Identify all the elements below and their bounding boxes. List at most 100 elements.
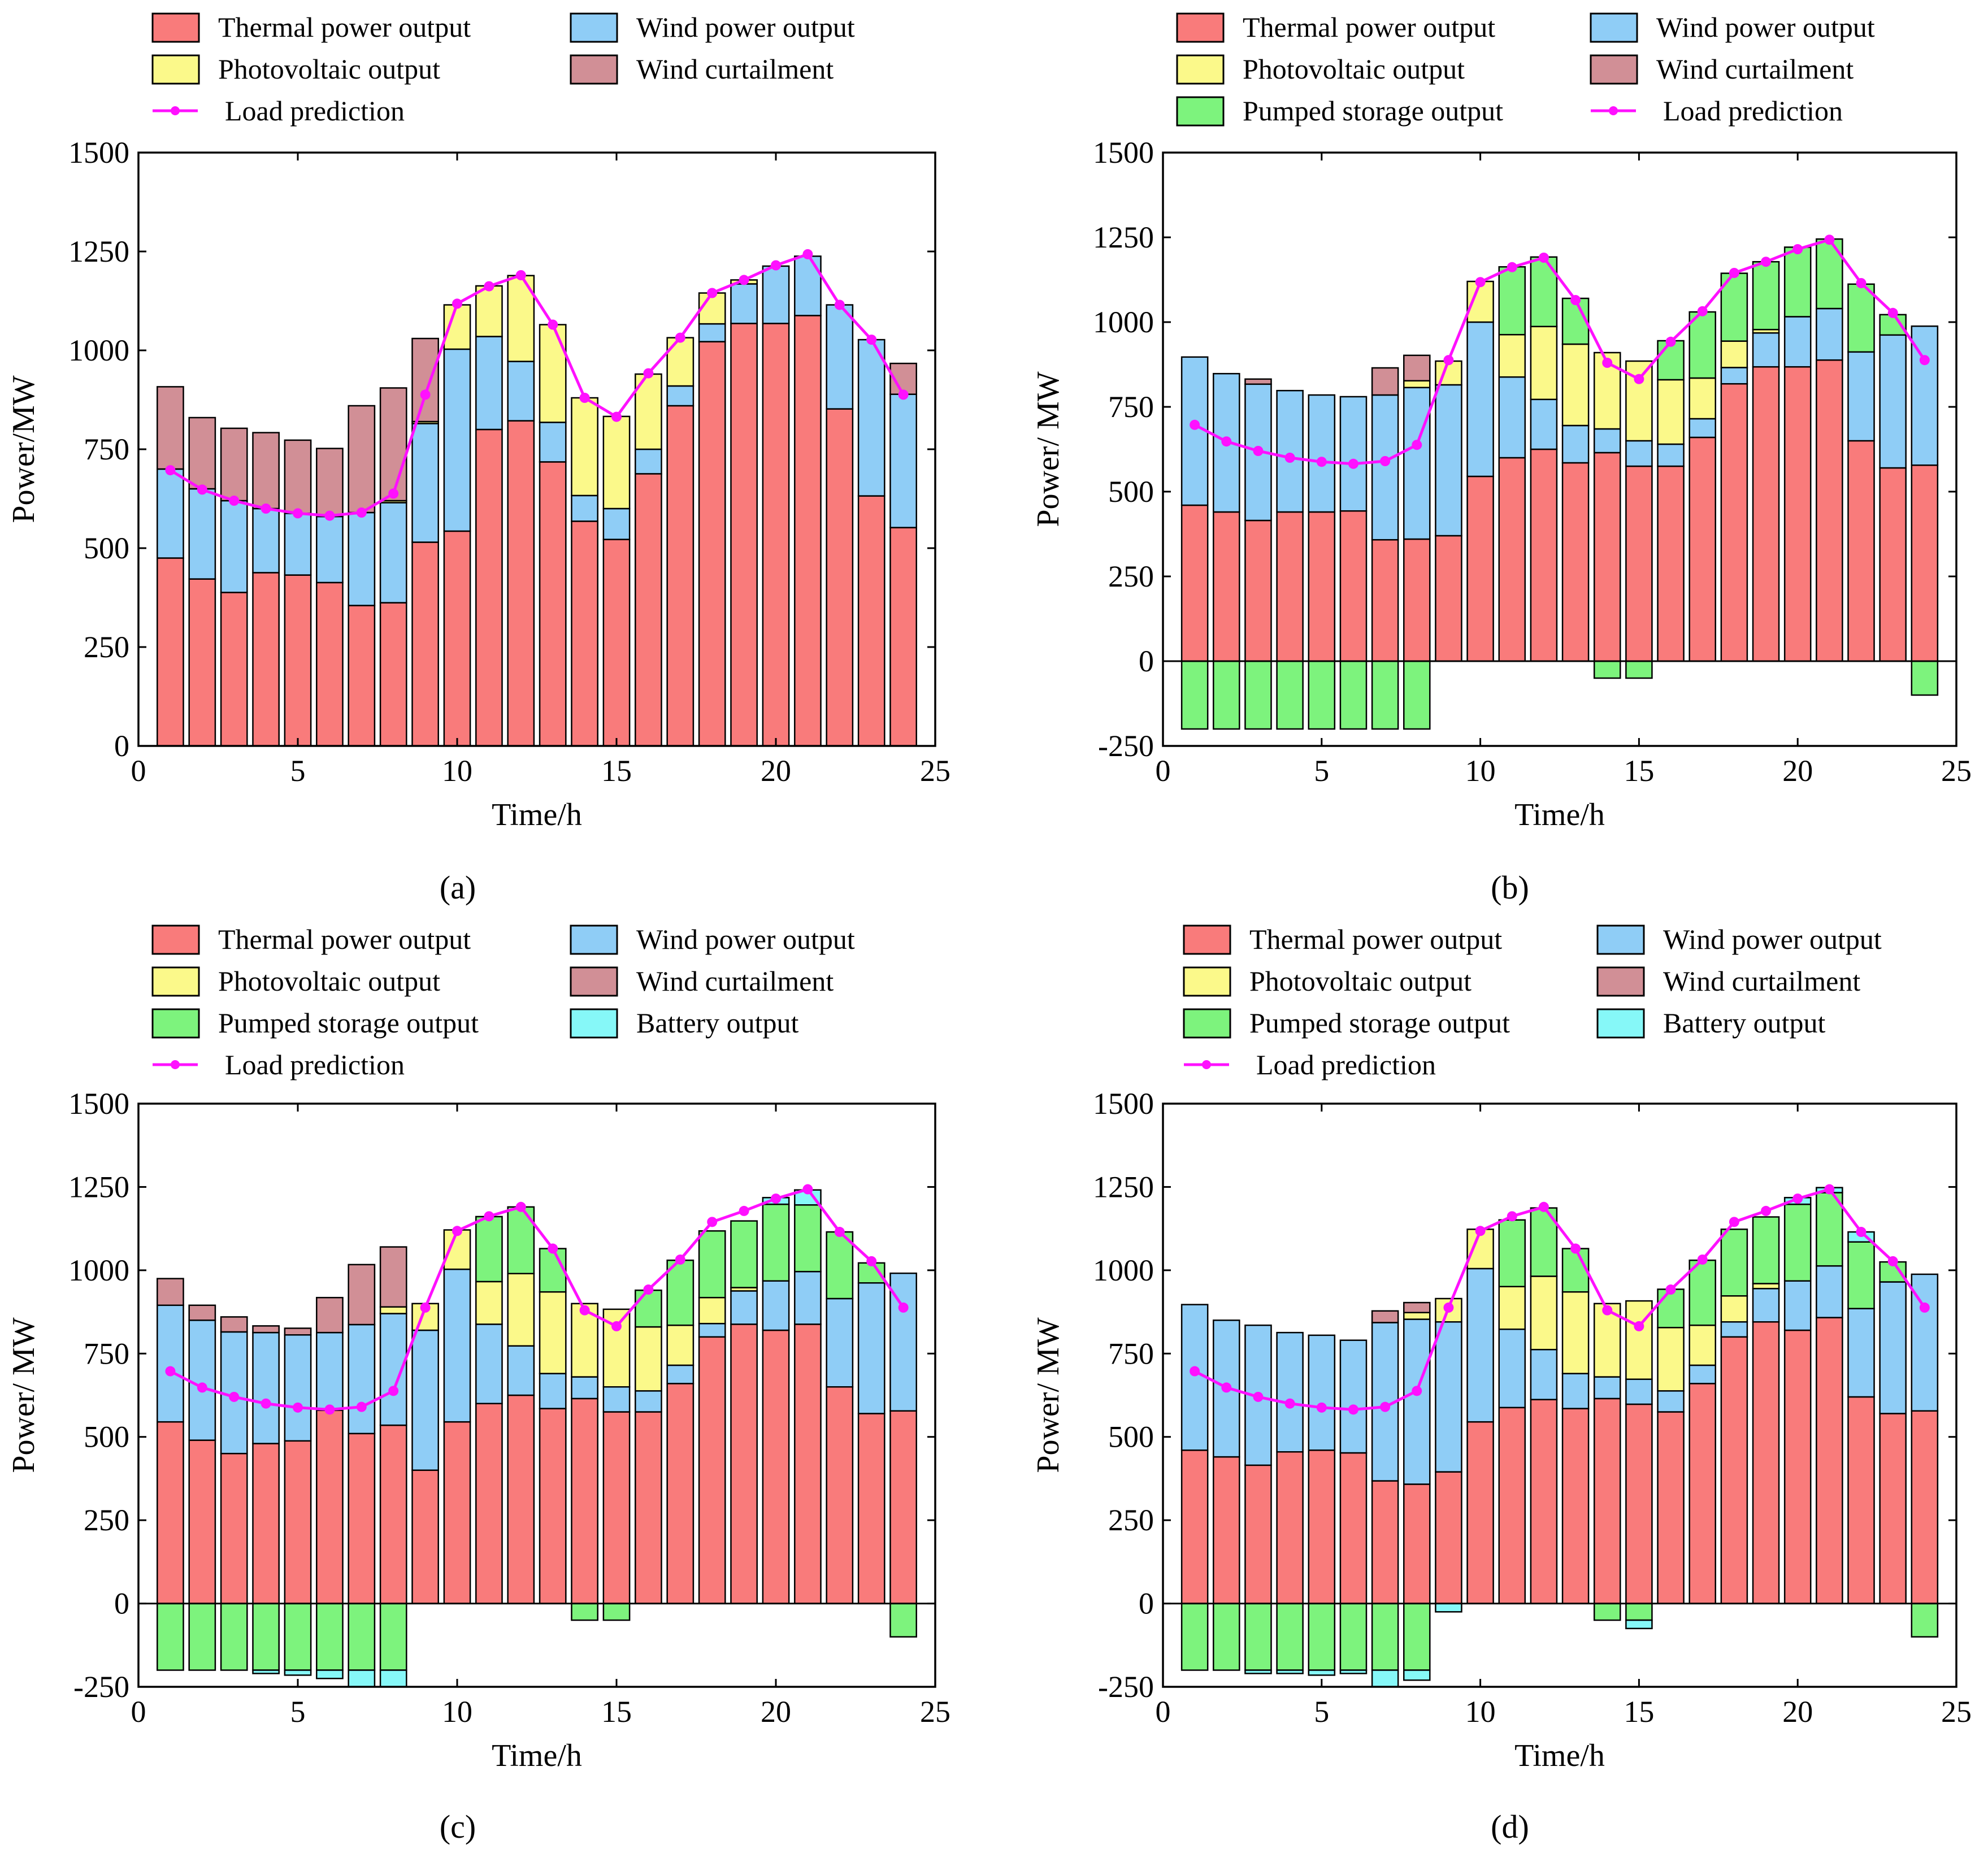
- load-point-h21: [802, 249, 813, 259]
- bar-thermal-h6: [316, 1409, 344, 1604]
- bar-wind-h15: [602, 1386, 631, 1413]
- y-tick-label: 500: [1108, 1420, 1154, 1454]
- load-point-h19: [1761, 257, 1772, 267]
- bar-wind-h24: [1911, 325, 1939, 466]
- bar-pumped-h16: [635, 1289, 662, 1328]
- bar-pumped-h20: [1783, 1203, 1812, 1282]
- load-point-h14: [579, 1305, 590, 1316]
- load-point-h1: [1190, 419, 1200, 430]
- bar-pumped-h11: [1498, 266, 1526, 336]
- bar-thermal-h23: [857, 495, 886, 747]
- bar-pumped-h5: [284, 1603, 312, 1671]
- bar-wind-h6: [316, 515, 344, 584]
- bar-wind-h14: [571, 1376, 598, 1400]
- x-axis-label: Time/h: [492, 1738, 582, 1773]
- bar-thermal-h9: [411, 1469, 439, 1604]
- bar-battery-h9: [1435, 1603, 1462, 1613]
- bar-battery-h3: [1244, 1669, 1272, 1674]
- legend-item-pumped: Pumped storage output: [1183, 1007, 1510, 1039]
- load-point-h7: [1380, 1401, 1391, 1412]
- load-point-h5: [293, 1402, 303, 1413]
- bar-wind-h11: [1498, 376, 1526, 459]
- legend-item-curtail: Wind curtailment: [570, 965, 834, 997]
- y-tick-label: 500: [1108, 475, 1154, 509]
- bar-wind-h12: [1530, 1348, 1558, 1400]
- bar-wind-h22: [1847, 1308, 1875, 1398]
- x-tick-label: 25: [1941, 1695, 1972, 1729]
- load-point-h20: [771, 1193, 781, 1204]
- bar-wind-h16: [635, 1390, 662, 1413]
- load-point-h16: [1665, 336, 1676, 347]
- load-point-h1: [1190, 1366, 1200, 1377]
- plot-c: 0 5 10 15 20 25-2500250500750100012501500Time…: [6, 1087, 950, 1773]
- plot-a: 0 5 10 15 20 250250500750100012501500Time/hPo…: [6, 136, 950, 832]
- bar-wind-h22: [826, 1297, 854, 1388]
- legend-item-wind: Wind power output: [1590, 11, 1875, 43]
- legend-item-wind: Wind power output: [570, 923, 855, 955]
- bar-wind-h20: [762, 265, 790, 324]
- bar-wind-h13: [539, 1373, 567, 1409]
- legend-swatch-thermal: [1176, 12, 1225, 43]
- x-tick-label: 0: [131, 1695, 146, 1729]
- bar-pumped-h7: [1371, 1603, 1399, 1671]
- bar-wind-h16: [1657, 1390, 1685, 1413]
- x-tick-label: 5: [1314, 1695, 1329, 1729]
- bar-wind-h23: [1879, 1281, 1907, 1414]
- bar-pv-h11: [1498, 333, 1526, 378]
- bar-pumped-h19: [1752, 261, 1780, 331]
- bar-thermal-h22: [826, 408, 854, 747]
- load-point-h17: [675, 1254, 685, 1265]
- bar-wind-h13: [539, 422, 567, 463]
- load-point-h5: [293, 508, 303, 519]
- bar-wind-h22: [826, 304, 854, 410]
- bar-pumped-h7: [348, 1603, 376, 1671]
- bar-thermal-h13: [1561, 1408, 1590, 1604]
- legend-item-thermal: Thermal power output: [1183, 923, 1502, 955]
- load-prediction-line: [170, 252, 905, 518]
- x-tick-label: 10: [1465, 754, 1496, 788]
- load-point-h4: [1284, 1398, 1295, 1409]
- load-point-h2: [1221, 1382, 1232, 1393]
- x-tick-label: 20: [1782, 754, 1813, 788]
- x-tick-label: 10: [1465, 1695, 1496, 1729]
- load-point-h23: [866, 335, 877, 345]
- bar-curtail-h9: [411, 337, 439, 423]
- bar-pumped-h15: [602, 1603, 631, 1621]
- bar-pumped-h11: [1498, 1219, 1526, 1288]
- bar-wind-h14: [571, 494, 598, 522]
- legend-d: Thermal power output Wind power output Pho…: [1183, 923, 1882, 1080]
- bar-wind-h12: [507, 361, 535, 422]
- load-point-h24: [898, 1302, 909, 1313]
- bar-battery-h5: [1308, 1669, 1336, 1676]
- bar-pumped-h16: [1657, 1288, 1685, 1329]
- x-axis-label: Time/h: [1514, 1738, 1605, 1773]
- bar-pumped-h13: [539, 1248, 567, 1293]
- bar-wind-h7: [348, 1323, 376, 1435]
- bar-pv-h17: [666, 337, 695, 387]
- legend-swatch-pv: [151, 54, 200, 85]
- bar-thermal-h22: [1847, 440, 1875, 662]
- bar-curtail-h2: [188, 416, 216, 490]
- bar-thermal-h18: [698, 341, 726, 747]
- load-point-h9: [420, 1302, 431, 1313]
- load-point-h24: [1919, 355, 1930, 366]
- legend-label-pv: Photovoltaic output: [1249, 965, 1472, 997]
- legend-label-load: Load prediction: [1256, 1049, 1436, 1080]
- legend-item-pv: Photovoltaic output: [151, 53, 440, 85]
- legend-swatch-pv: [151, 966, 200, 997]
- bar-thermal-h3: [1244, 1464, 1272, 1604]
- bar-wind-h11: [475, 336, 503, 431]
- load-point-h16: [643, 368, 654, 379]
- y-tick-label: 0: [1139, 644, 1154, 678]
- load-point-h14: [579, 393, 590, 403]
- bar-pumped-h15: [1625, 660, 1653, 679]
- load-point-h22: [834, 1227, 845, 1238]
- load-point-h5: [1316, 457, 1327, 467]
- bar-wind-h23: [857, 338, 886, 497]
- load-prediction-line: [170, 1187, 905, 1411]
- bar-thermal-h21: [1816, 1317, 1843, 1604]
- bar-wind-h13: [1561, 424, 1590, 464]
- load-point-h3: [1253, 446, 1264, 456]
- legend-label-pv: Photovoltaic output: [218, 965, 440, 997]
